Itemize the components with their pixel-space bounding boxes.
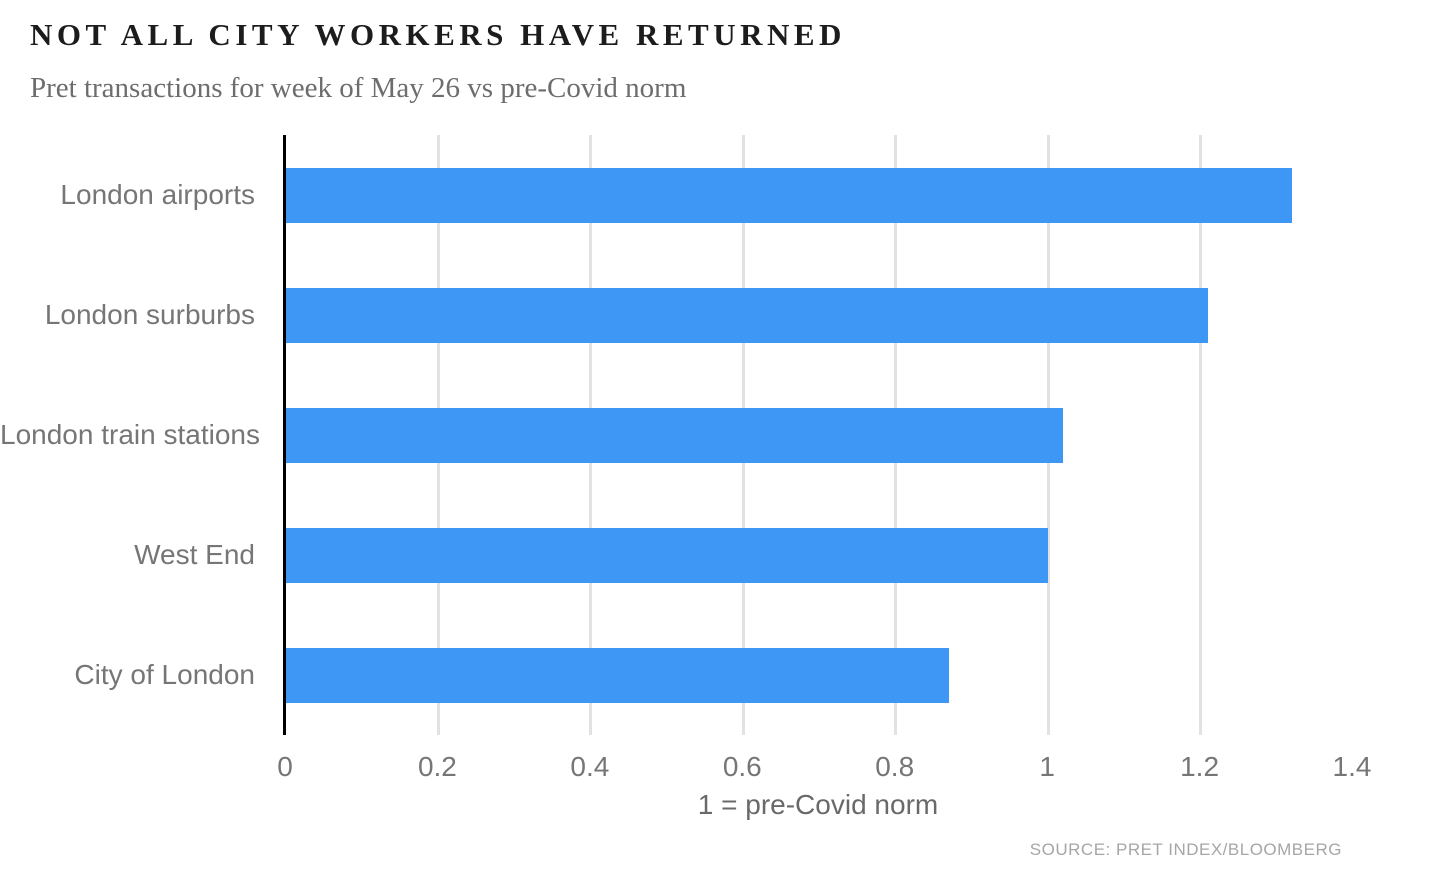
chart-title: NOT ALL CITY WORKERS HAVE RETURNED xyxy=(30,17,846,52)
category-label: London surburbs xyxy=(44,299,255,330)
x-tick-label: 0.2 xyxy=(417,751,457,782)
x-tick-label: 0 xyxy=(277,751,293,782)
x-tick-label: 0.6 xyxy=(722,751,762,782)
x-tick-label: 1 xyxy=(1039,751,1055,782)
x-tick-label: 1.2 xyxy=(1180,751,1220,782)
x-axis-label: 1 = pre-Covid norm xyxy=(697,789,939,820)
bar-city-of-london xyxy=(286,647,950,703)
x-tick-label: 1.4 xyxy=(1332,751,1372,782)
category-label: London airports xyxy=(60,179,255,210)
bar-west-end xyxy=(286,527,1049,583)
category-label: London train stations xyxy=(0,419,260,450)
category-label: City of London xyxy=(74,659,255,690)
plot-area xyxy=(283,135,1353,735)
bar-london-train-stations xyxy=(286,407,1064,463)
category-label: West End xyxy=(134,539,255,570)
source-credit: SOURCE: PRET INDEX/BLOOMBERG xyxy=(1029,840,1342,859)
x-tick-label: 0.8 xyxy=(875,751,915,782)
x-tick-label: 0.4 xyxy=(570,751,610,782)
gridline xyxy=(1199,135,1203,735)
bar-london-airports xyxy=(286,167,1293,223)
bar-london-surburbs xyxy=(286,287,1209,343)
chart-subtitle: Pret transactions for week of May 26 vs … xyxy=(30,72,687,104)
